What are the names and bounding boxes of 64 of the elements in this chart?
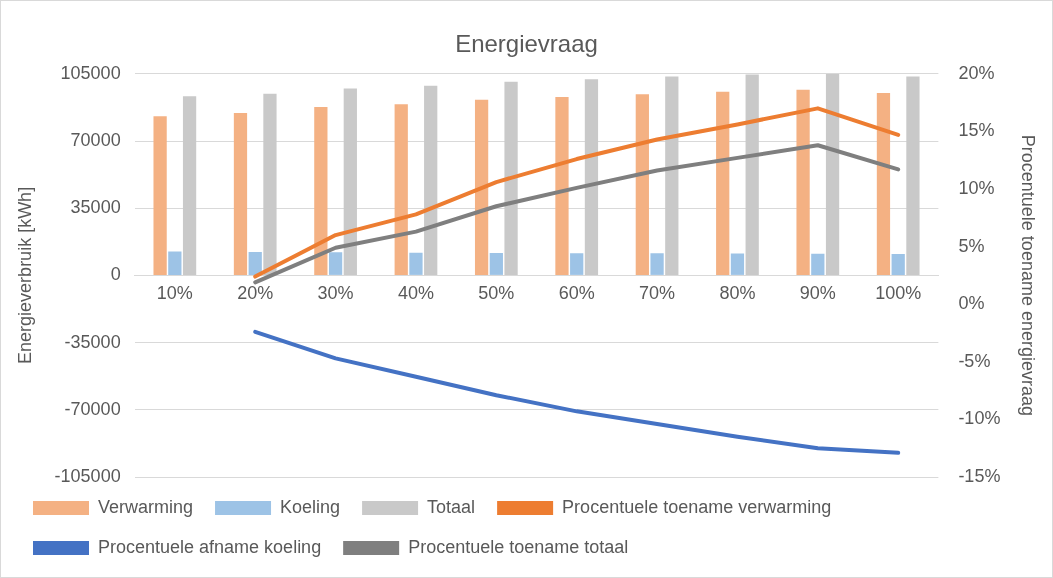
y2-axis-title: Procentuele toename energievraag — [1018, 134, 1039, 416]
bar — [635, 94, 649, 275]
x-tick-label: 40% — [397, 283, 434, 304]
legend-label: Koeling — [280, 496, 341, 517]
legend-label: Procentuele toename totaal — [408, 536, 629, 557]
y-tick-label: -70000 — [64, 398, 121, 419]
y-tick-label: 70000 — [70, 129, 121, 150]
chart-title: Energievraag — [455, 30, 598, 58]
y2-tick-label: 15% — [958, 120, 995, 141]
bar — [409, 252, 423, 275]
x-tick-label: 70% — [639, 283, 676, 304]
y2-tick-label: 5% — [958, 235, 985, 256]
bar — [504, 81, 518, 275]
bar — [263, 93, 277, 275]
bar — [182, 96, 197, 275]
bar — [248, 251, 262, 275]
bar — [906, 76, 920, 275]
bar — [876, 93, 891, 275]
x-tick-label: 30% — [317, 283, 354, 304]
bar — [745, 74, 759, 275]
bar — [394, 104, 408, 275]
x-tick-label: 60% — [558, 283, 595, 304]
x-tick-label: 10% — [156, 283, 193, 304]
bar — [424, 85, 438, 275]
bar — [314, 107, 328, 275]
bar — [489, 252, 503, 275]
y2-tick-label: 10% — [958, 177, 995, 198]
legend-label: Procentuele afname koeling — [98, 536, 322, 557]
bar — [891, 253, 905, 275]
bar — [665, 76, 679, 275]
x-tick-label: 80% — [719, 283, 756, 304]
y2-tick-label: -10% — [958, 408, 1001, 429]
bar — [168, 251, 182, 275]
y-axis-title: Energieverbruik [kWh] — [14, 186, 35, 364]
bar — [811, 253, 825, 275]
bar — [474, 99, 489, 275]
x-tick-label: 90% — [799, 283, 836, 304]
x-tick-label: 100% — [875, 283, 922, 304]
y-tick-label: -35000 — [64, 331, 121, 352]
x-tick-label: 20% — [237, 283, 274, 304]
bar — [716, 91, 730, 275]
bar — [650, 253, 664, 275]
bar — [584, 79, 599, 275]
bar — [570, 253, 584, 275]
legend-label: Totaal — [427, 496, 476, 517]
bar — [730, 253, 745, 275]
y-tick-label: 35000 — [70, 197, 121, 218]
bar — [555, 97, 569, 275]
bar — [233, 112, 248, 275]
x-tick-label: 50% — [478, 283, 515, 304]
y2-tick-label: 20% — [958, 62, 995, 83]
legend-label: Procentuele toename verwarming — [562, 496, 832, 517]
y2-tick-label: -15% — [958, 465, 1001, 486]
legend-label: Verwarming — [98, 496, 194, 517]
y-tick-label: 0 — [110, 264, 121, 285]
bar — [153, 116, 167, 275]
bar — [825, 73, 840, 275]
bar — [343, 88, 357, 275]
y-tick-label: 105000 — [60, 62, 121, 83]
bar — [328, 252, 343, 275]
y2-tick-label: 0% — [958, 293, 985, 314]
y-tick-label: -105000 — [54, 465, 121, 486]
y2-tick-label: -5% — [958, 350, 991, 371]
bar — [796, 89, 810, 275]
